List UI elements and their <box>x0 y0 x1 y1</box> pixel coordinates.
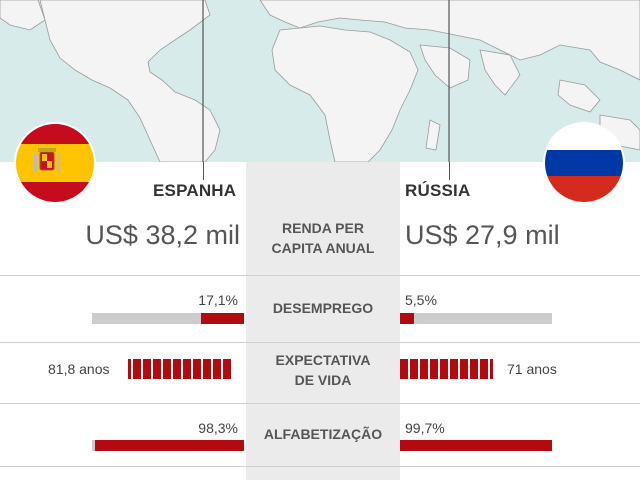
life-tick <box>440 359 448 379</box>
row-divider <box>0 342 640 343</box>
income-label-line2: CAPITA ANUAL <box>271 240 375 256</box>
life-tick <box>490 359 493 379</box>
life-tick <box>133 359 141 379</box>
income-label: RENDA PER CAPITA ANUAL <box>246 218 400 258</box>
life-tick <box>203 359 211 379</box>
literacy-label: ALFABETIZAÇÃO <box>263 426 383 442</box>
map-graphic <box>0 0 640 162</box>
spain-flag-icon <box>16 124 94 202</box>
life-expectancy-label: EXPECTATIVA DE VIDA <box>246 350 400 390</box>
spain-life-expectancy: 81,8 anos <box>48 361 110 377</box>
life-tick <box>173 359 181 379</box>
spain-literacy: 98,3% <box>198 420 238 436</box>
life-tick <box>420 359 428 379</box>
life-label-line1: EXPECTATIVA <box>275 352 371 368</box>
life-tick <box>193 359 201 379</box>
life-tick <box>480 359 488 379</box>
russia-income: US$ 27,9 mil <box>405 220 560 250</box>
spain-pointer-line <box>203 162 204 180</box>
life-tick <box>143 359 151 379</box>
spain-unemployment-bar <box>200 313 244 324</box>
spain-name: ESPANHA <box>153 181 237 200</box>
spain-income: US$ 38,2 mil <box>85 220 240 250</box>
row-divider <box>0 275 640 276</box>
life-tick <box>450 359 458 379</box>
russia-literacy-bar <box>400 440 552 451</box>
life-label-line2: DE VIDA <box>294 372 352 388</box>
life-tick <box>460 359 468 379</box>
spain-unemployment: 17,1% <box>198 292 238 308</box>
russia-pointer-line <box>449 162 450 180</box>
russia-life-ticks <box>400 359 493 379</box>
row-divider <box>0 403 640 404</box>
life-tick <box>163 359 171 379</box>
label-column <box>246 162 400 480</box>
russia-unemployment: 5,5% <box>405 292 437 308</box>
life-tick <box>213 359 221 379</box>
life-tick <box>430 359 438 379</box>
life-tick <box>400 359 408 379</box>
russia-literacy: 99,7% <box>405 420 445 436</box>
russia-flag-icon <box>545 124 623 202</box>
russia-unemployment-track <box>400 313 552 324</box>
income-label-line1: RENDA PER <box>282 220 364 236</box>
world-map <box>0 0 640 162</box>
russia-life-expectancy: 71 anos <box>507 361 557 377</box>
life-tick <box>223 359 231 379</box>
row-divider <box>0 466 640 467</box>
russia-name: RÚSSIA <box>405 181 471 200</box>
unemployment-label: DESEMPREGO <box>272 300 374 316</box>
spain-unemployment-track <box>92 313 244 324</box>
russia-unemployment-bar <box>400 313 414 324</box>
spain-life-ticks <box>128 359 231 379</box>
life-tick <box>183 359 191 379</box>
life-tick <box>153 359 161 379</box>
spain-literacy-bar <box>94 440 244 451</box>
life-tick <box>410 359 418 379</box>
life-tick <box>470 359 478 379</box>
life-tick <box>128 359 131 379</box>
